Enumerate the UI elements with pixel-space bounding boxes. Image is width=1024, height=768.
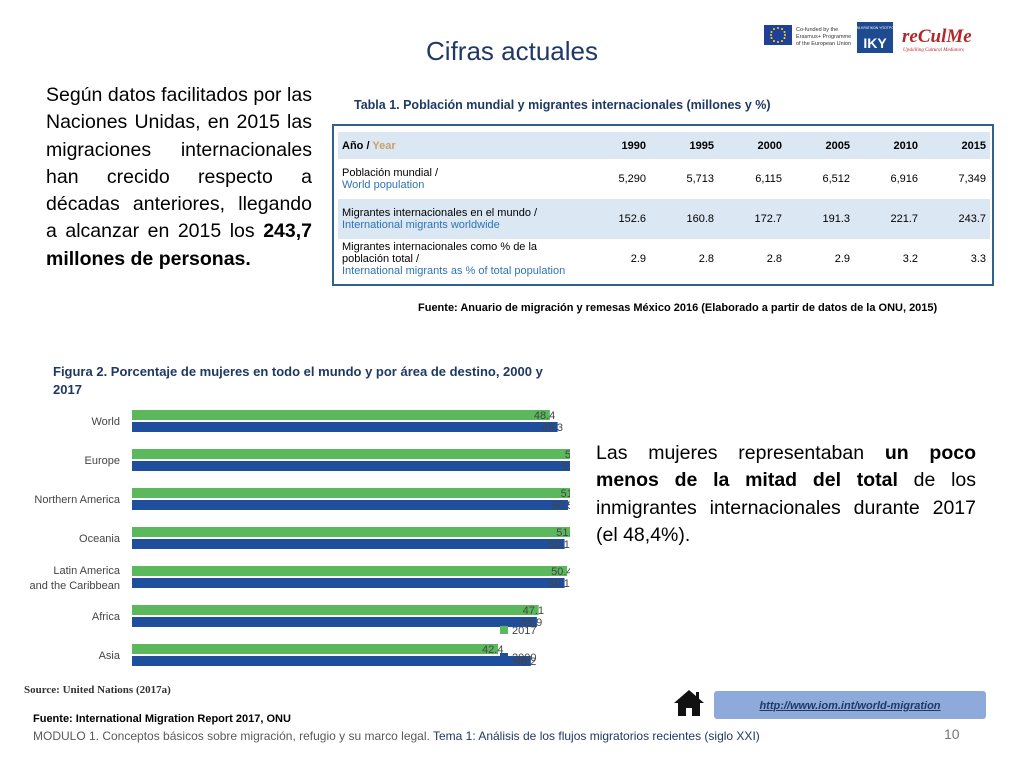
bar-value-label: 46.2: [515, 656, 536, 668]
bar: [132, 488, 570, 498]
row-label: Población mundial / World population: [338, 159, 582, 199]
bar: [132, 422, 558, 432]
table-row: Migrantes internacionales como % de la p…: [338, 239, 990, 279]
bar-value-label: 51.0: [556, 527, 570, 539]
figure-caption: Figura 2. Porcentaje de mujeres en todo …: [53, 364, 543, 397]
svg-text:ΙΔΡΥΜΑ ΚΡΑΤΙΚΩΝ ΥΠΟΤΡΟΦΙΩΝ: ΙΔΡΥΜΑ ΚΡΑΤΙΚΩΝ ΥΠΟΤΡΟΦΙΩΝ: [847, 26, 903, 30]
svg-text:Co-funded by the: Co-funded by the: [796, 27, 838, 33]
table-cell: 3.3: [922, 239, 990, 279]
footer-text: MODULO 1. Conceptos básicos sobre migrac…: [33, 729, 760, 743]
bar-value-label: 50.4: [551, 566, 570, 578]
bar: [132, 656, 531, 666]
table-cell: 2.8: [650, 239, 718, 279]
legend-swatch: [500, 626, 508, 634]
table-cell: 3.2: [854, 239, 922, 279]
svg-text:IKY: IKY: [863, 35, 887, 51]
bar: [132, 527, 570, 537]
svg-text:reCulMe: reCulMe: [902, 26, 972, 47]
table-cell: 2.8: [718, 239, 786, 279]
intro-paragraph: Según datos facilitados por las Naciones…: [46, 84, 312, 270]
category-label: Oceania: [79, 533, 121, 545]
bar: [132, 617, 537, 627]
bar: [132, 605, 539, 615]
bar: [132, 461, 570, 471]
bar-value-label: 49.3: [542, 422, 563, 434]
bar: [132, 539, 565, 549]
category-label: and the Caribbean: [29, 580, 120, 592]
category-label: Europe: [85, 455, 120, 467]
world-migration-link[interactable]: http://www.iom.int/world-migration: [759, 700, 941, 712]
table-source: Fuente: Anuario de migración y remesas M…: [418, 302, 938, 314]
table-cell: 243.7: [922, 199, 990, 239]
table-cell: 172.7: [718, 199, 786, 239]
chart-source: Source: United Nations (2017a): [24, 684, 171, 696]
women-percentage-chart: World 48.449.3 Europe 52.051.6 Northern Amer…: [29, 410, 570, 668]
bar-value-label: 50.1: [549, 539, 570, 551]
women-paragraph: Las mujeres representaban un poco menos …: [596, 442, 976, 546]
legend-label: 2017: [512, 625, 536, 637]
bar-value-label: 51.5: [561, 488, 570, 500]
table-cell: 191.3: [786, 199, 854, 239]
bar-value-label: 48.4: [534, 410, 555, 422]
table-cell: 5,713: [650, 159, 718, 199]
bar-value-label: 51.6: [561, 461, 570, 473]
table-cell: 160.8: [650, 199, 718, 239]
bar-value-label: 52.0: [565, 449, 570, 461]
table-cell: 5,290: [582, 159, 650, 199]
legend-label: 2000: [512, 652, 536, 664]
year-cell: 1990: [582, 132, 650, 159]
table-cell: 6,512: [786, 159, 854, 199]
home-icon[interactable]: [672, 688, 706, 718]
bar-value-label: 47.1: [523, 605, 544, 617]
page-number: 10: [944, 726, 960, 742]
row-label: Migrantes internacionales en el mundo / I…: [338, 199, 582, 239]
row-label: Migrantes internacionales como % de la p…: [338, 239, 582, 279]
bar: [132, 644, 499, 654]
bar: [132, 566, 568, 576]
year-header: Año / Year: [338, 132, 582, 159]
category-label: Northern America: [34, 494, 120, 506]
figure-source: Fuente: International Migration Report 2…: [33, 713, 291, 725]
year-cell: 2000: [718, 132, 786, 159]
table-cell: 2.9: [582, 239, 650, 279]
category-label: Africa: [92, 611, 121, 623]
slide-title: Cifras actuales: [426, 36, 598, 66]
bar: [132, 500, 568, 510]
table-cell: 6,916: [854, 159, 922, 199]
year-cell: 2005: [786, 132, 854, 159]
table-cell: 221.7: [854, 199, 922, 239]
bar-value-label: 50.5: [552, 500, 570, 512]
category-label: Asia: [99, 650, 121, 662]
bar: [132, 578, 565, 588]
bar-value-label: 46.9: [521, 617, 542, 629]
migration-table: Año / Year 1990 1995 2000 2005 2010 2015…: [332, 124, 994, 286]
table-header-row: Año / Year 1990 1995 2000 2005 2010 2015: [338, 132, 990, 159]
category-label: World: [91, 416, 120, 428]
bar: [132, 449, 570, 459]
year-cell: 2010: [854, 132, 922, 159]
table-cell: 2.9: [786, 239, 854, 279]
table-cell: 152.6: [582, 199, 650, 239]
table-cell: 6,115: [718, 159, 786, 199]
year-cell: 2015: [922, 132, 990, 159]
bar-value-label: 42.4: [482, 644, 503, 656]
table-cell: 7,349: [922, 159, 990, 199]
migration-link-box: http://www.iom.int/world-migration: [714, 691, 986, 719]
legend-swatch: [500, 653, 508, 661]
bar-value-label: 50.1: [549, 578, 570, 590]
table-row: Migrantes internacionales en el mundo / I…: [338, 199, 990, 239]
year-cell: 1995: [650, 132, 718, 159]
category-label: Latin America: [53, 565, 121, 577]
table-caption: Tabla 1. Población mundial y migrantes i…: [354, 98, 771, 112]
bar: [132, 410, 550, 420]
svg-text:Erasmus+ Programme: Erasmus+ Programme: [796, 34, 851, 40]
sponsor-logos: Co-funded by the Erasmus+ Programme of t…: [764, 20, 996, 54]
table-row: Población mundial / World population 5,29…: [338, 159, 990, 199]
eu-flag-icon: [764, 25, 792, 45]
svg-text:of the European Union: of the European Union: [796, 41, 851, 47]
svg-text:Upskilling Cultural Mediators: Upskilling Cultural Mediators: [903, 48, 964, 53]
